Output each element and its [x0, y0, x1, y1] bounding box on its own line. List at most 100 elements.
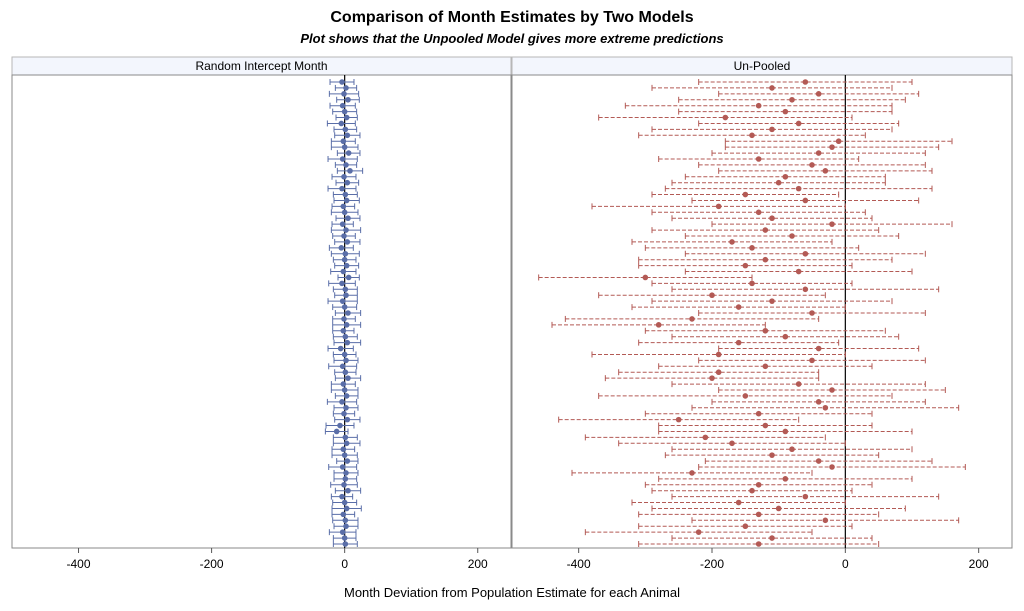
- panel-title-2: Un-Pooled: [734, 59, 791, 73]
- estimate-point: [343, 357, 349, 364]
- chart-subtitle: Plot shows that the Unpooled Model gives…: [300, 31, 724, 46]
- estimate-point: [339, 280, 345, 287]
- estimate-point: [342, 333, 349, 340]
- estimate-point: [795, 185, 802, 192]
- estimate-point: [343, 114, 350, 121]
- estimate-point: [343, 227, 349, 233]
- estimate-point: [815, 399, 822, 405]
- estimate-point: [340, 268, 347, 275]
- estimate-point: [344, 239, 351, 245]
- estimate-point: [339, 493, 345, 500]
- estimate-point: [342, 191, 349, 198]
- estimate-point: [345, 215, 351, 222]
- estimate-point: [342, 541, 349, 547]
- estimate-point: [689, 316, 695, 322]
- estimate-point: [755, 209, 762, 216]
- estimate-point: [340, 381, 347, 387]
- estimate-point: [342, 250, 349, 257]
- estimate-point: [695, 529, 702, 535]
- estimate-point: [345, 150, 352, 156]
- estimate-point: [342, 369, 349, 376]
- x-tick-label: -400: [67, 557, 91, 571]
- estimate-point: [339, 363, 346, 370]
- estimate-point: [769, 215, 775, 222]
- estimate-point: [343, 523, 349, 530]
- estimate-point: [339, 529, 346, 535]
- estimate-point: [775, 179, 782, 186]
- estimate-point: [339, 221, 346, 227]
- series-1: [324, 79, 364, 547]
- estimate-point: [343, 505, 350, 512]
- estimate-point: [749, 487, 755, 494]
- estimate-point: [339, 399, 345, 405]
- estimate-point: [337, 422, 343, 429]
- estimate-point: [802, 250, 809, 257]
- estimate-point: [345, 274, 352, 281]
- estimate-point: [340, 446, 347, 453]
- panel-plot-area-2: [511, 74, 1013, 549]
- estimate-point: [344, 416, 351, 423]
- estimate-point: [343, 322, 350, 328]
- estimate-point: [337, 345, 344, 352]
- estimate-point: [749, 245, 755, 251]
- estimate-point: [822, 168, 829, 174]
- estimate-point: [762, 363, 769, 370]
- estimate-point: [762, 327, 769, 334]
- estimate-point: [815, 150, 822, 156]
- estimate-point: [755, 156, 762, 162]
- estimate-point: [709, 375, 715, 381]
- chart-title: Comparison of Month Estimates by Two Mod…: [330, 9, 694, 26]
- estimate-point: [343, 404, 349, 411]
- estimate-point: [340, 203, 347, 210]
- estimate-point: [344, 339, 351, 346]
- estimate-point: [341, 209, 348, 216]
- estimate-point: [782, 333, 789, 340]
- estimate-point: [345, 375, 351, 381]
- estimate-point: [809, 357, 815, 364]
- estimate-point: [344, 458, 351, 464]
- estimate-point: [722, 114, 729, 121]
- estimate-point: [642, 274, 649, 281]
- estimate-point: [341, 481, 347, 488]
- estimate-point: [742, 191, 749, 198]
- estimate-point: [343, 262, 350, 269]
- estimate-point: [341, 535, 348, 541]
- estimate-point: [341, 452, 348, 458]
- estimate-point: [342, 476, 349, 482]
- estimate-point: [341, 410, 347, 417]
- estimate-point: [789, 446, 795, 453]
- estimate-point: [689, 470, 695, 476]
- estimate-point: [339, 298, 346, 304]
- estimate-point: [341, 108, 348, 115]
- estimate-point: [802, 493, 809, 500]
- x-tick-label: -200: [200, 557, 224, 571]
- estimate-point: [341, 387, 348, 393]
- estimate-point: [735, 304, 742, 310]
- estimate-point: [755, 541, 762, 547]
- estimate-point: [829, 144, 835, 150]
- estimate-point: [342, 517, 349, 524]
- estimate-point: [345, 96, 351, 103]
- estimate-point: [815, 91, 822, 97]
- estimate-point: [769, 126, 775, 133]
- x-tick-label: -200: [700, 557, 724, 571]
- estimate-point: [815, 345, 822, 352]
- estimate-point: [789, 96, 795, 103]
- estimate-point: [342, 434, 349, 441]
- x-tick-label: 0: [842, 557, 849, 571]
- estimate-point: [339, 185, 345, 192]
- estimate-point: [809, 162, 815, 168]
- estimate-point: [343, 292, 349, 299]
- panel-title-1: Random Intercept Month: [195, 59, 327, 73]
- estimate-point: [809, 310, 815, 316]
- estimate-point: [345, 310, 351, 316]
- estimate-point: [343, 197, 350, 204]
- estimate-point: [802, 79, 809, 85]
- estimate-point: [343, 470, 349, 476]
- estimate-point: [333, 428, 340, 435]
- estimate-point: [344, 179, 351, 186]
- estimate-point: [341, 351, 348, 358]
- estimate-point: [341, 304, 348, 310]
- estimate-point: [340, 511, 347, 518]
- estimate-point: [340, 327, 347, 334]
